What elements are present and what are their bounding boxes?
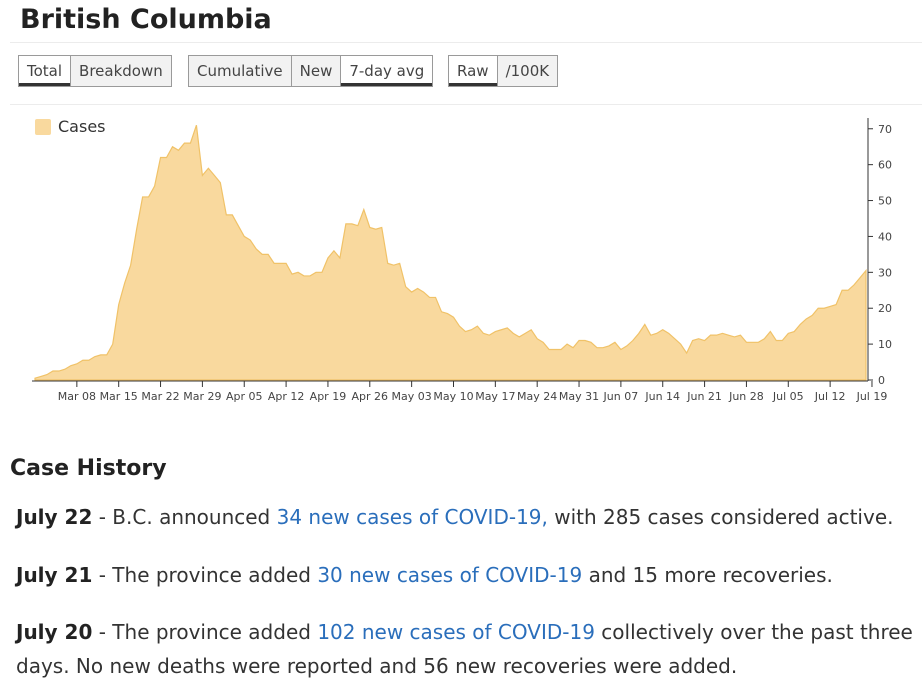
series-cases-area: [34, 124, 867, 381]
entry-text: - B.C. announced: [92, 505, 277, 529]
x-tick-label: Mar 29: [183, 390, 221, 403]
x-tick-label: Jun 14: [644, 390, 680, 403]
y-tick-label: 20: [878, 302, 892, 315]
entry-date: July 21: [16, 563, 93, 587]
page-title: British Columbia: [20, 4, 272, 35]
total-button[interactable]: Total: [19, 56, 72, 86]
x-tick-label: Mar 15: [100, 390, 138, 403]
x-tick-label: May 10: [433, 390, 473, 403]
y-tick-label: 70: [878, 123, 892, 136]
aggregation-toggle: Cumulative New 7-day avg: [188, 55, 434, 87]
scale-toggle: Raw /100K: [448, 55, 559, 87]
y-tick-label: 0: [878, 374, 885, 387]
seven-day-avg-button[interactable]: 7-day avg: [341, 56, 433, 86]
title-divider: [10, 42, 922, 43]
x-tick-label: Jul 12: [814, 390, 846, 403]
x-tick-label: May 31: [559, 390, 599, 403]
y-tick-label: 40: [878, 230, 892, 243]
x-tick-label: May 24: [517, 390, 557, 403]
new-cases-link[interactable]: 30 new cases of COVID-19: [317, 563, 583, 587]
case-history-heading: Case History: [10, 456, 167, 481]
x-tick-label: Mar 22: [141, 390, 179, 403]
x-tick-label: Apr 05: [226, 390, 263, 403]
new-cases-link[interactable]: 34 new cases of COVID-19,: [276, 505, 548, 529]
y-tick-label: 60: [878, 159, 892, 172]
x-tick-label: Jun 21: [686, 390, 722, 403]
cases-area-chart: 0 10 20 30 40 50 60 70 Mar 08 Mar 15 Mar 22 Mar 29 A…: [32, 118, 892, 403]
y-tick-label: 30: [878, 266, 892, 279]
x-tick-label: May 03: [392, 390, 432, 403]
x-tick-label: Mar 08: [58, 390, 96, 403]
entry-text: collectively over the past three days. N…: [16, 620, 913, 678]
cumulative-button[interactable]: Cumulative: [189, 56, 292, 86]
entry-text: - The province added: [92, 563, 318, 587]
x-tick-label: Jul 19: [856, 390, 888, 403]
y-tick-label: 50: [878, 195, 892, 208]
x-tick-label: Jul 05: [772, 390, 804, 403]
raw-button[interactable]: Raw: [449, 56, 498, 86]
history-entry: July 20 - The province added 102 new cas…: [16, 615, 920, 683]
x-tick-label: Apr 12: [268, 390, 305, 403]
x-tick-label: Jun 28: [728, 390, 764, 403]
entry-text: with 285 cases considered active.: [547, 505, 894, 529]
y-tick-label: 10: [878, 338, 892, 351]
entry-date: July 22: [16, 505, 93, 529]
legend-label-cases: Cases: [58, 117, 106, 136]
legend-swatch-cases: [35, 119, 51, 135]
controls-divider: [10, 104, 922, 105]
view-mode-toggle: Total Breakdown: [18, 55, 172, 87]
entry-date: July 20: [16, 620, 93, 644]
breakdown-button[interactable]: Breakdown: [71, 56, 171, 86]
per-100k-button[interactable]: /100K: [497, 56, 558, 86]
history-entry: July 22 - B.C. announced 34 new cases of…: [16, 500, 920, 534]
x-tick-label: May 17: [475, 390, 515, 403]
x-tick-label: Apr 26: [352, 390, 389, 403]
new-button[interactable]: New: [291, 56, 342, 86]
entry-text: and 15 more recoveries.: [582, 563, 833, 587]
x-tick-label: Apr 19: [310, 390, 347, 403]
history-entry: July 21 - The province added 30 new case…: [16, 558, 920, 592]
x-tick-label: Jun 07: [603, 390, 639, 403]
entry-text: - The province added: [92, 620, 318, 644]
new-cases-link[interactable]: 102 new cases of COVID-19: [317, 620, 595, 644]
